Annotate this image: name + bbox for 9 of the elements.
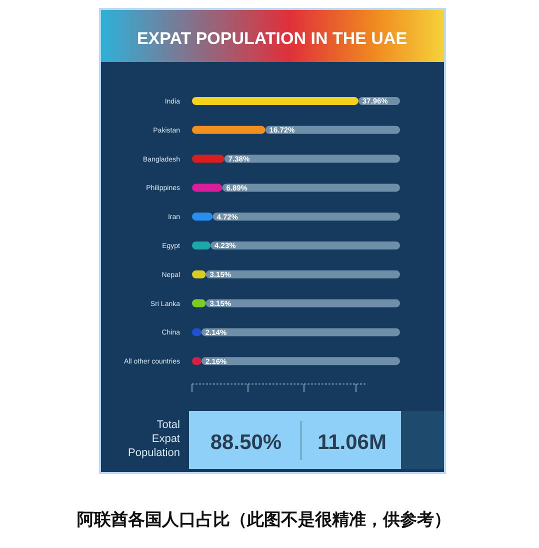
bar xyxy=(192,212,213,221)
chart-title: EXPAT POPULATION IN THE UAE xyxy=(136,29,408,48)
bar xyxy=(192,154,224,163)
text: 11.06M xyxy=(318,431,386,454)
text: 88.50% xyxy=(210,431,282,454)
bar xyxy=(192,184,222,192)
text: Total Expat Population xyxy=(128,419,180,459)
bar xyxy=(192,242,211,250)
text: 阿联酋各国人口占比（此图不是很精准，供参考） xyxy=(77,510,451,529)
